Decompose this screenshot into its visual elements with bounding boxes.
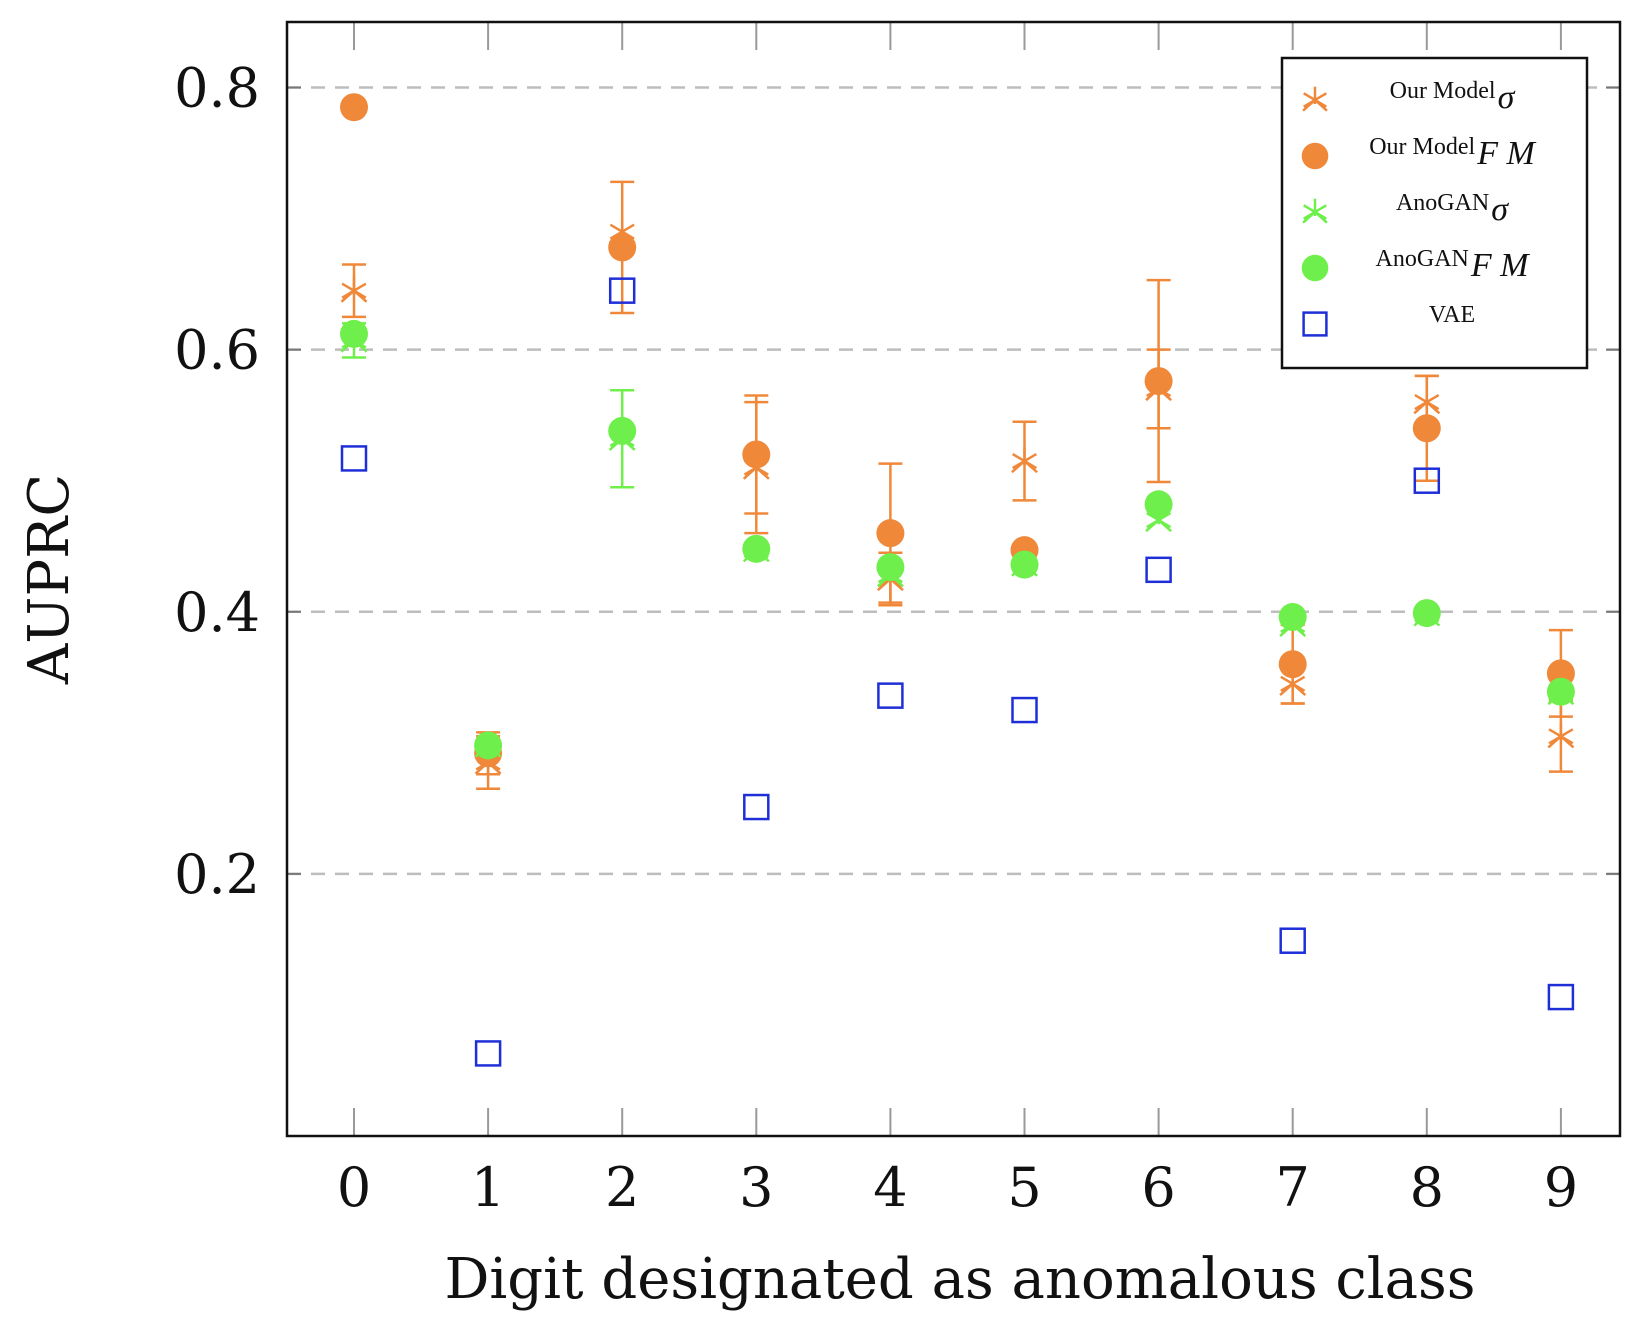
data-point bbox=[340, 276, 368, 303]
marker-stroke bbox=[1011, 452, 1038, 470]
data-point bbox=[1011, 696, 1038, 724]
x-tick-label: 5 bbox=[1007, 1156, 1041, 1219]
legend-label: VAE bbox=[1429, 302, 1475, 328]
plot-frame bbox=[285, 20, 1622, 1138]
legend-marker bbox=[1301, 254, 1329, 282]
legend-marker bbox=[1302, 198, 1328, 224]
data-point bbox=[608, 233, 637, 262]
data-point bbox=[340, 319, 368, 348]
data-point bbox=[1413, 388, 1441, 415]
data-point bbox=[340, 93, 368, 122]
x-tick-label: 2 bbox=[605, 1156, 639, 1219]
data-point bbox=[742, 440, 771, 469]
data-point bbox=[608, 277, 636, 304]
marker-stroke bbox=[1303, 92, 1327, 108]
marker-stroke bbox=[1280, 675, 1306, 692]
data-point bbox=[1144, 367, 1173, 396]
x-tick-label: 8 bbox=[1410, 1156, 1444, 1219]
marker-stroke bbox=[1548, 728, 1574, 745]
marker-stroke bbox=[341, 282, 367, 299]
data-point bbox=[1278, 650, 1307, 679]
axis-ticks bbox=[287, 22, 1620, 1136]
legend: Our Modelσ Our ModelF M AnoGANσ AnoGANF M VA… bbox=[1280, 56, 1589, 370]
x-tick-label: 9 bbox=[1544, 1156, 1578, 1219]
data-point bbox=[1279, 927, 1306, 954]
y-axis-title: AUPRC bbox=[17, 474, 82, 685]
data-point bbox=[1278, 603, 1307, 632]
legend-marker bbox=[1302, 86, 1328, 112]
data-point bbox=[1279, 669, 1307, 696]
legend-label: AnoGANσ bbox=[1396, 190, 1509, 228]
data-point bbox=[1413, 467, 1441, 494]
tick-labels: 0.2 0.4 0.6 0.8 0 1 2 3 4 5 6 7 8 9 bbox=[174, 57, 1578, 1219]
data-point bbox=[608, 416, 637, 445]
y-tick-label: 0.2 bbox=[174, 843, 260, 906]
data-point bbox=[1145, 556, 1172, 584]
data-point bbox=[1412, 599, 1441, 628]
x-tick-label: 4 bbox=[873, 1156, 907, 1219]
y-tick-label: 0.4 bbox=[174, 581, 260, 644]
data-point bbox=[1011, 447, 1038, 474]
x-tick-label: 0 bbox=[337, 1156, 371, 1219]
data-point bbox=[877, 682, 904, 709]
data-point bbox=[876, 519, 905, 548]
x-tick-label: 6 bbox=[1141, 1156, 1175, 1219]
data-points bbox=[340, 93, 1575, 1067]
data-point bbox=[474, 731, 503, 760]
x-axis-title: Digit designated as anomalous class bbox=[444, 1247, 1475, 1312]
data-point bbox=[1547, 983, 1575, 1011]
data-point bbox=[474, 1040, 502, 1067]
legend-marker bbox=[1301, 142, 1329, 170]
marker-stroke bbox=[1414, 393, 1440, 411]
y-tick-label: 0.8 bbox=[174, 57, 260, 120]
data-point bbox=[340, 445, 368, 472]
x-tick-label: 7 bbox=[1276, 1156, 1310, 1219]
x-tick-label: 1 bbox=[471, 1156, 505, 1219]
legend-label: Our Modelσ bbox=[1390, 78, 1516, 116]
legend-marker bbox=[1302, 311, 1328, 337]
y-tick-label: 0.6 bbox=[174, 319, 260, 382]
data-point bbox=[743, 793, 770, 821]
legend-label: Our ModelF M bbox=[1369, 134, 1536, 172]
x-tick-label: 3 bbox=[739, 1156, 773, 1219]
data-point bbox=[1412, 414, 1441, 443]
data-point bbox=[1547, 722, 1575, 749]
legend-box bbox=[1280, 56, 1589, 370]
data-point bbox=[1546, 677, 1575, 706]
data-point bbox=[876, 553, 905, 582]
marker-stroke bbox=[1303, 204, 1327, 220]
data-point bbox=[1144, 490, 1173, 519]
data-point bbox=[742, 534, 771, 563]
legend-label: AnoGANF M bbox=[1376, 246, 1531, 284]
data-point bbox=[1010, 550, 1039, 579]
